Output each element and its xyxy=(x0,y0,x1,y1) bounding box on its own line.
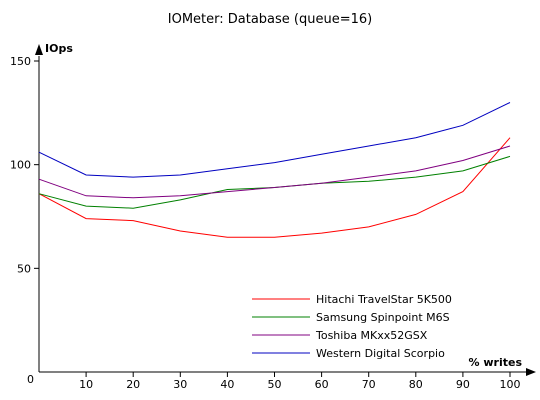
x-axis-label: % writes xyxy=(469,356,523,369)
series-line-3 xyxy=(38,102,511,178)
x-tick-label: 60 xyxy=(315,378,329,391)
legend-label-3: Western Digital Scorpio xyxy=(316,347,445,360)
x-tick-label: 30 xyxy=(173,378,187,391)
y-axis-label: IOps xyxy=(45,42,73,55)
series-lines xyxy=(38,102,511,238)
y-tick-label: 50 xyxy=(17,262,31,275)
y-ticks: 50 100 150 xyxy=(10,55,39,275)
x-tick-label: 100 xyxy=(500,378,521,391)
x-tick-label: 80 xyxy=(409,378,423,391)
x-axis-arrow xyxy=(526,368,536,376)
x-tick-label: 20 xyxy=(126,378,140,391)
legend: Hitachi TravelStar 5K500 Samsung Spinpoin… xyxy=(252,293,452,360)
x-tick-label: 90 xyxy=(456,378,470,391)
origin-label: 0 xyxy=(27,373,34,386)
legend-label-2: Toshiba MKxx52GSX xyxy=(315,329,428,342)
x-tick-label: 10 xyxy=(79,378,93,391)
x-tick-label: 50 xyxy=(268,378,282,391)
y-tick-label: 150 xyxy=(10,55,31,68)
x-tick-label: 40 xyxy=(220,378,234,391)
legend-label-0: Hitachi TravelStar 5K500 xyxy=(316,293,452,306)
axes: IOps % writes 0 xyxy=(27,42,536,386)
series-line-1 xyxy=(38,155,511,209)
chart-title: IOMeter: Database (queue=16) xyxy=(168,12,372,27)
series-line-2 xyxy=(38,145,511,199)
series-line-0 xyxy=(38,137,511,238)
x-tick-label: 70 xyxy=(362,378,376,391)
y-tick-label: 100 xyxy=(10,159,31,172)
legend-label-1: Samsung Spinpoint M6S xyxy=(316,311,450,324)
x-ticks: 10 20 30 40 50 60 70 80 90 100 xyxy=(79,372,521,391)
y-axis-arrow xyxy=(35,44,43,55)
